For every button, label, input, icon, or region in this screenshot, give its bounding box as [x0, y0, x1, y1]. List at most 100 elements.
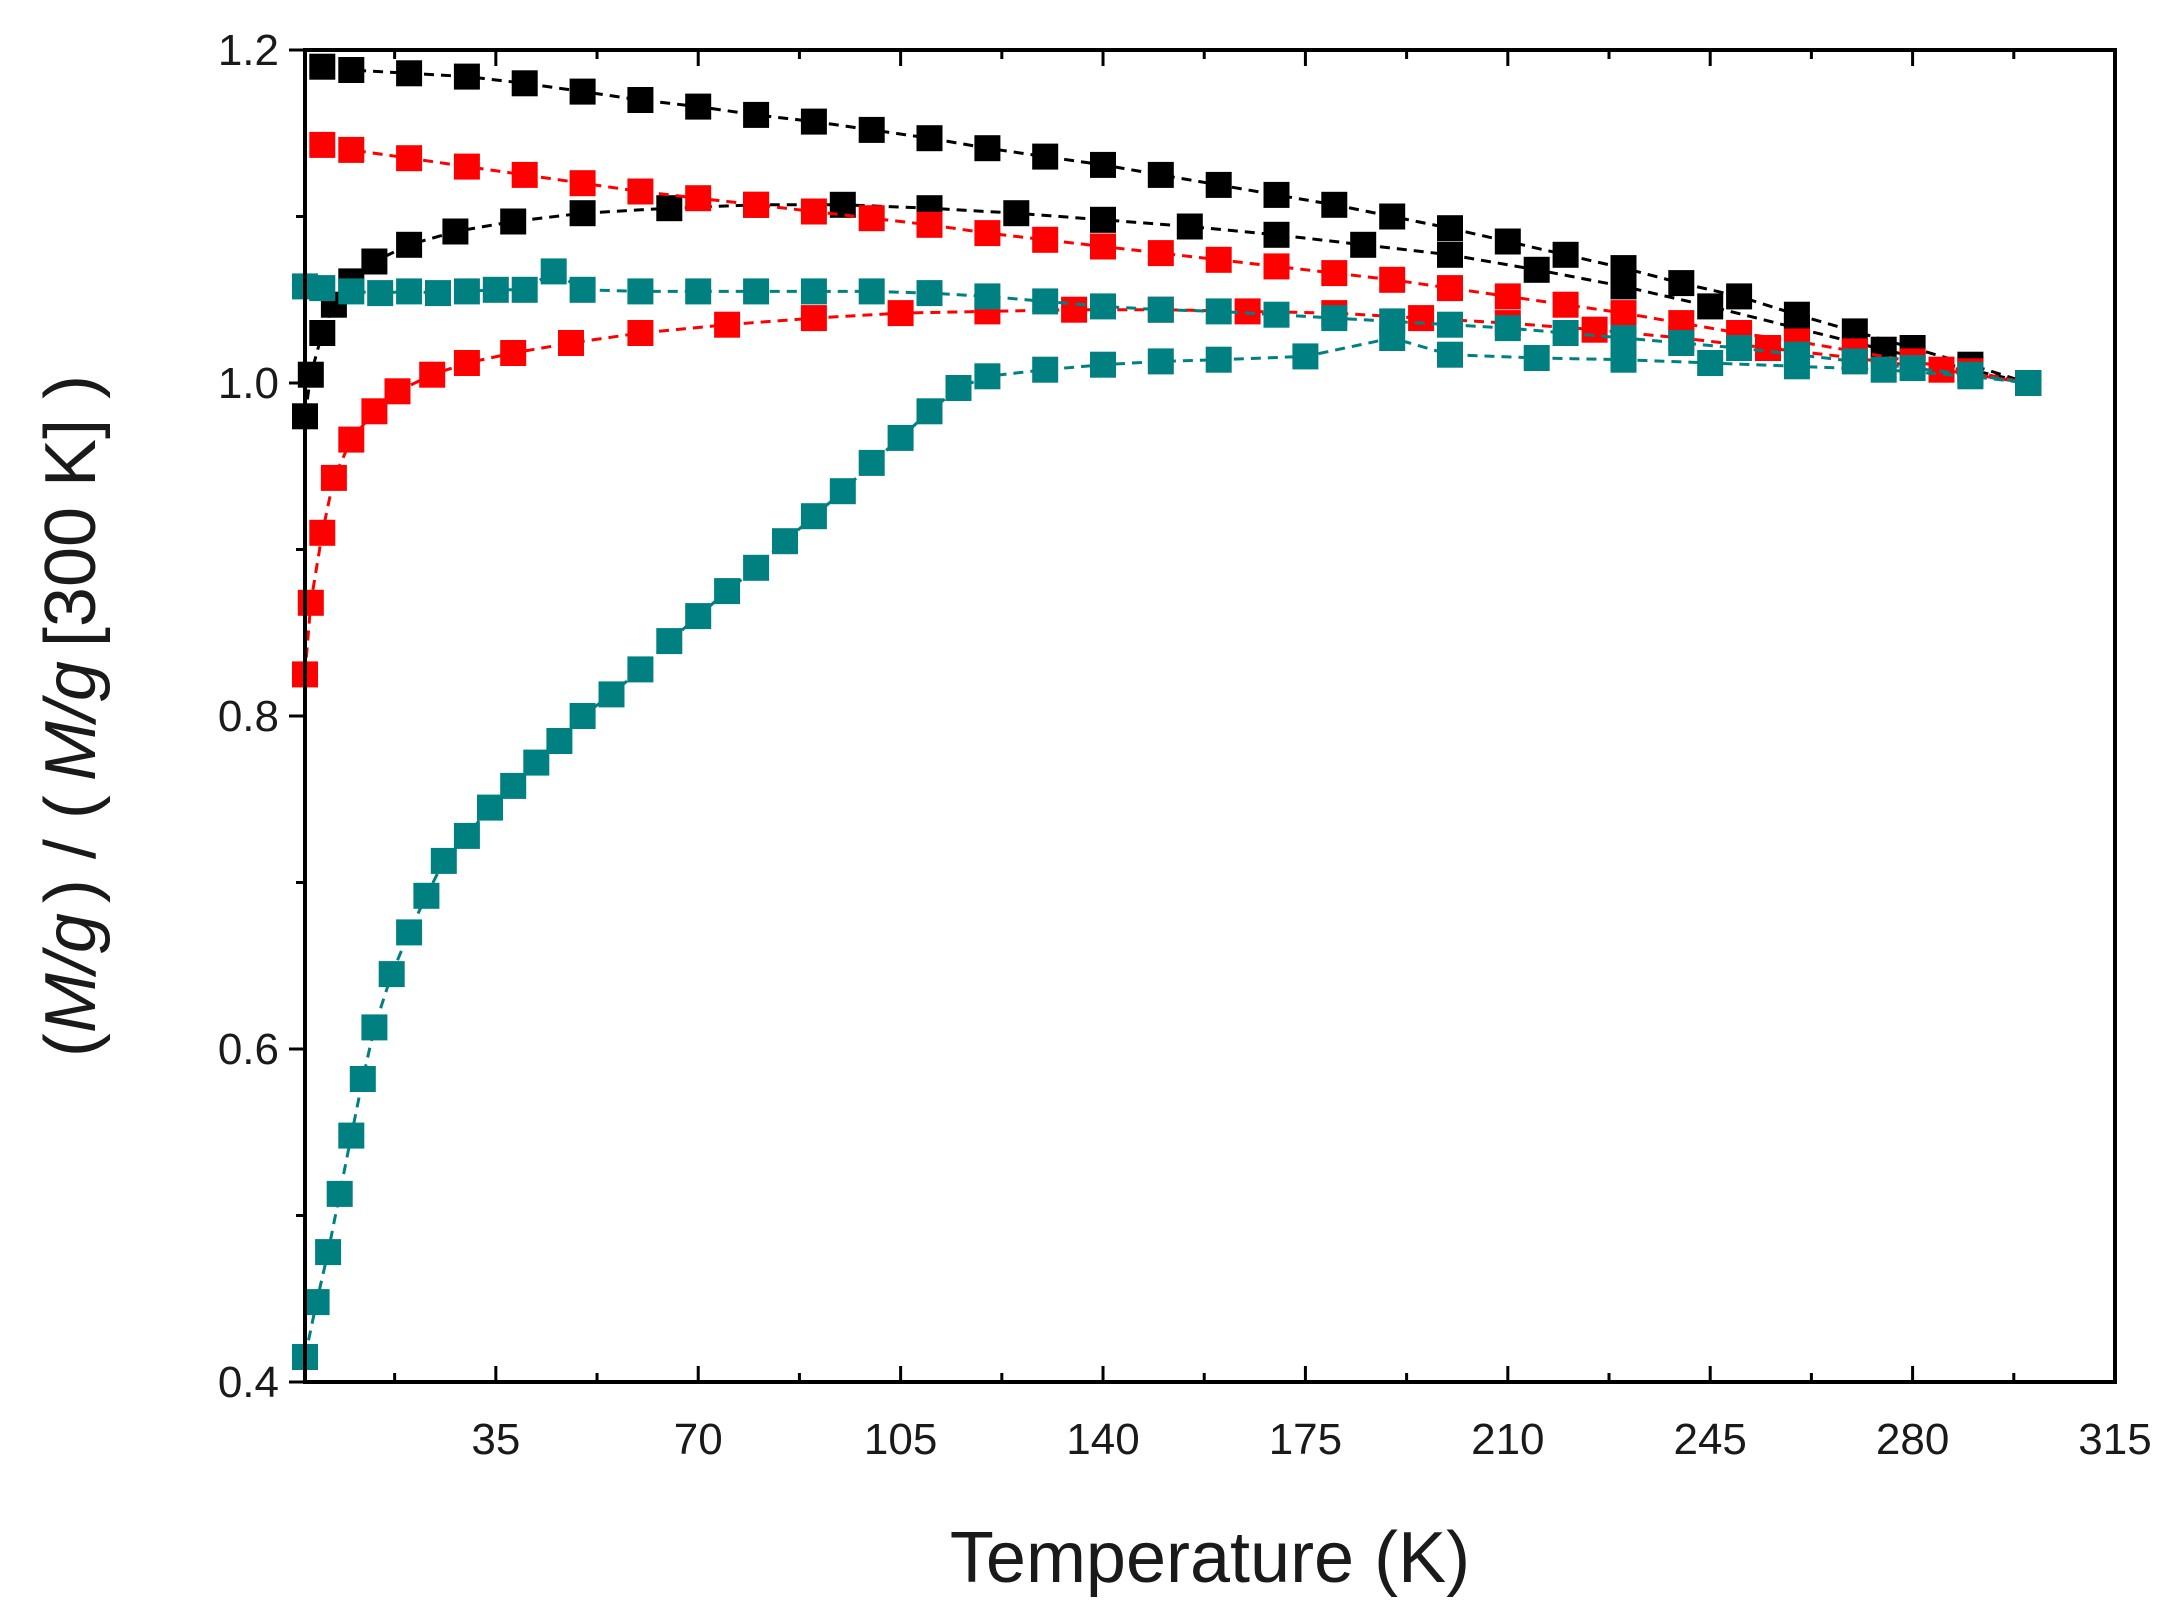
data-point [916, 398, 943, 425]
y-tick-label: 0.6 [218, 1025, 279, 1074]
data-point [1350, 231, 1377, 258]
data-point [1032, 143, 1059, 170]
data-point [453, 350, 480, 376]
data-point [569, 703, 596, 729]
data-point [1668, 330, 1695, 356]
data-point [1205, 171, 1232, 198]
data-point [1610, 346, 1637, 373]
data-point [1176, 213, 1203, 240]
y-axis-title-part: ) / ( [31, 795, 111, 903]
data-point [511, 276, 538, 303]
data-point [800, 278, 827, 305]
data-point [887, 424, 914, 451]
data-point [627, 87, 654, 113]
data-point [523, 749, 550, 776]
data-point [800, 198, 827, 225]
data-point [1610, 300, 1637, 327]
data-point [1494, 283, 1521, 310]
data-point [945, 375, 972, 401]
data-point [1726, 335, 1753, 361]
data-point [338, 57, 365, 83]
data-point [800, 305, 827, 332]
data-point [1321, 191, 1348, 218]
x-tick-label: 175 [1269, 1415, 1342, 1464]
data-point [396, 278, 423, 305]
data-point [1205, 246, 1232, 273]
data-point [1090, 293, 1116, 320]
data-point [413, 882, 440, 909]
data-point [685, 185, 712, 212]
data-point [1205, 346, 1232, 373]
series-teal-lower [292, 325, 2042, 1370]
data-point [338, 1122, 365, 1149]
data-point [685, 278, 712, 305]
data-point [1755, 335, 1781, 361]
data-point [396, 919, 423, 946]
tick-layer: 35 70 105 140 175 210 245 280 315 0.4 0.6 0.8 1.0 1.2 [218, 26, 2152, 1464]
y-tick-label: 0.8 [218, 692, 279, 741]
data-point [338, 136, 365, 163]
data-point [1379, 325, 1406, 351]
data-point [338, 426, 365, 453]
series-line [303, 336, 2029, 1358]
y-axis-title-part: M/g [31, 913, 111, 1033]
data-point [1379, 266, 1406, 293]
data-point [309, 519, 336, 546]
data-point [627, 178, 654, 205]
y-axis-title-part: M/g [31, 661, 111, 781]
data-point [598, 681, 625, 708]
data-point [858, 278, 885, 305]
data-point [1032, 356, 1059, 383]
series-line [303, 308, 2029, 675]
data-point [2015, 370, 2042, 396]
y-axis-title: (M/g) / (M/g[300 K] ) [31, 375, 111, 1057]
data-point [887, 300, 914, 327]
data-point [916, 211, 943, 238]
y-tick-label: 1.2 [218, 26, 279, 75]
data-point [974, 135, 1001, 162]
data-point [1494, 228, 1521, 255]
data-point [1061, 296, 1088, 323]
y-tick-label: 0.4 [218, 1358, 279, 1407]
data-point [442, 218, 469, 245]
data-point [309, 275, 336, 302]
data-point [627, 320, 654, 346]
data-point [361, 248, 388, 275]
data-point [309, 320, 336, 346]
data-point [1437, 215, 1463, 242]
data-point [1437, 241, 1463, 268]
data-point [1147, 240, 1174, 267]
data-point [569, 78, 596, 105]
data-point [685, 603, 712, 630]
x-tick-label: 315 [2078, 1415, 2151, 1464]
data-point [500, 208, 527, 235]
data-point [309, 131, 336, 158]
data-point [477, 794, 503, 821]
data-point [714, 311, 741, 338]
x-tick-label: 210 [1471, 1415, 1544, 1464]
data-point [297, 589, 324, 616]
data-point [974, 220, 1001, 247]
data-point [511, 161, 538, 188]
data-point [326, 1180, 353, 1207]
data-point [1147, 348, 1174, 375]
data-point [1090, 233, 1116, 260]
data-point [320, 464, 347, 491]
data-point [656, 195, 683, 222]
data-point [829, 478, 856, 505]
data-point [500, 340, 527, 366]
data-point [627, 656, 654, 683]
data-point [772, 528, 798, 555]
data-point [1321, 260, 1348, 287]
data-point [419, 361, 446, 388]
data-point [1032, 288, 1059, 315]
data-point [1437, 341, 1463, 368]
data-point [1610, 273, 1637, 300]
data-point [1726, 283, 1753, 310]
data-point [1494, 315, 1521, 342]
series-red-upper [309, 131, 2042, 396]
data-point [1870, 356, 1897, 383]
data-point [430, 847, 457, 874]
data-point [1379, 203, 1406, 230]
